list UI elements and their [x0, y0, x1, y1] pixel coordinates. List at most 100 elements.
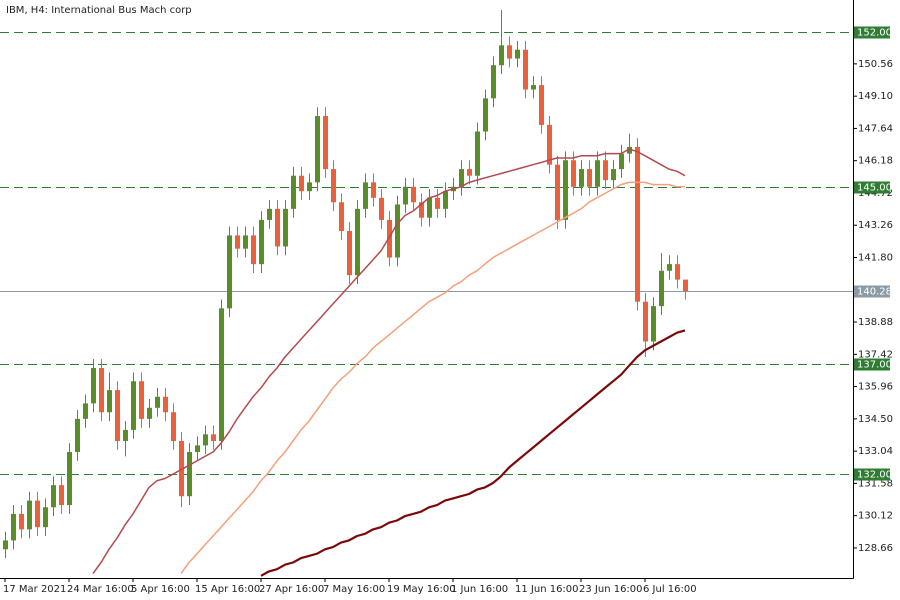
candle-body [251, 235, 256, 265]
candle-body [403, 186, 408, 205]
x-tick-label: 27 Apr 16:00 [259, 584, 324, 595]
candle-body [587, 169, 592, 187]
candle-body [435, 197, 440, 209]
level-label-bg [854, 26, 890, 39]
y-tick-label: 134.50 [858, 414, 893, 425]
candle-body [219, 308, 224, 441]
candle-body [331, 169, 336, 203]
x-tick-label: 17 Mar 2021 [3, 584, 66, 595]
candle-body [563, 160, 568, 220]
candle-body [411, 186, 416, 203]
candle-body [579, 169, 584, 187]
candle-body [635, 146, 640, 302]
candle-body [299, 175, 304, 192]
level-label: 137.00 [857, 360, 892, 371]
x-tick-label: 11 Jun 16:00 [515, 584, 579, 595]
candle-body [475, 131, 480, 176]
candle-body [379, 197, 384, 220]
y-tick-label: 141.80 [858, 253, 893, 264]
candle-body [427, 197, 432, 218]
candle-body [611, 169, 616, 181]
candle-body [115, 390, 120, 441]
candle-body [347, 230, 352, 276]
current-price-label-bg [854, 285, 890, 298]
candle-body [235, 235, 240, 249]
x-tick-label: 6 Jul 16:00 [643, 584, 697, 595]
candle-body [395, 204, 400, 258]
candle-body [515, 49, 520, 59]
candle-body [163, 396, 168, 413]
candle-body [203, 434, 208, 446]
candle-body [499, 45, 504, 66]
candle-body [43, 507, 48, 528]
y-tick-label: 147.64 [858, 123, 893, 134]
candle-body [443, 191, 448, 209]
candle-body [371, 182, 376, 198]
candle-body [211, 434, 216, 441]
candle-body [523, 49, 528, 90]
candle-body [571, 160, 576, 187]
candle-body [555, 164, 560, 220]
x-tick-label: 23 Jun 16:00 [579, 584, 643, 595]
x-tick-label: 15 Apr 16:00 [195, 584, 260, 595]
candle-body [83, 403, 88, 419]
candle-body [603, 160, 608, 181]
level-label: 132.00 [857, 470, 892, 481]
candle-body [107, 390, 112, 413]
candle-body [11, 513, 16, 541]
candle-body [147, 407, 152, 419]
candle-body [387, 219, 392, 258]
y-tick-label: 131.58 [858, 478, 893, 489]
candle-body [91, 368, 96, 404]
candle-body [595, 160, 600, 187]
candle-body [283, 208, 288, 247]
candle-body [507, 45, 512, 59]
candle-body [259, 219, 264, 265]
candle-body [659, 270, 664, 307]
candle-body [627, 146, 632, 154]
y-tick-label: 143.26 [858, 220, 893, 231]
candle-body [99, 368, 104, 413]
y-tick-label: 130.12 [858, 511, 893, 522]
candle-body [419, 202, 424, 218]
chart-title: IBM, H4: International Bus Mach corp [6, 5, 192, 16]
candle-body [291, 175, 296, 209]
y-tick-label: 133.04 [858, 446, 893, 457]
candle-body [363, 182, 368, 209]
y-tick-label: 150.56 [858, 59, 893, 70]
x-tick-label: 1 Jun 16:00 [451, 584, 508, 595]
candle-body [355, 208, 360, 276]
level-label-bg [854, 468, 890, 481]
candle-body [547, 124, 552, 165]
candle-body [675, 264, 680, 280]
candle-body [459, 169, 464, 187]
candle-body [51, 485, 56, 508]
y-tick-label: 138.88 [858, 317, 893, 328]
y-tick-label: 149.10 [858, 91, 893, 102]
candle-body [139, 381, 144, 419]
candle-body [59, 485, 64, 506]
current-price-label: 140.28 [857, 287, 892, 298]
candle-body [67, 452, 72, 506]
moving-average-line [260, 329, 686, 577]
candle-body [667, 264, 672, 271]
candle-body [531, 85, 536, 90]
candle-body [35, 500, 40, 528]
x-tick-label: 5 Apr 16:00 [131, 584, 190, 595]
candle-body [27, 500, 32, 530]
candle-body [187, 452, 192, 497]
candle-body [171, 412, 176, 441]
y-tick-label: 146.18 [858, 156, 893, 167]
candle-body [643, 301, 648, 342]
candle-body [3, 540, 8, 550]
candle-body [483, 98, 488, 132]
candle-body [683, 279, 688, 292]
y-tick-label: 137.42 [858, 349, 893, 360]
y-tick-label: 135.96 [858, 382, 893, 393]
candle-body [195, 445, 200, 453]
candle-body [539, 85, 544, 125]
y-tick-label: 128.66 [858, 543, 893, 554]
x-tick-label: 7 May 16:00 [323, 584, 385, 595]
candle-body [307, 182, 312, 192]
